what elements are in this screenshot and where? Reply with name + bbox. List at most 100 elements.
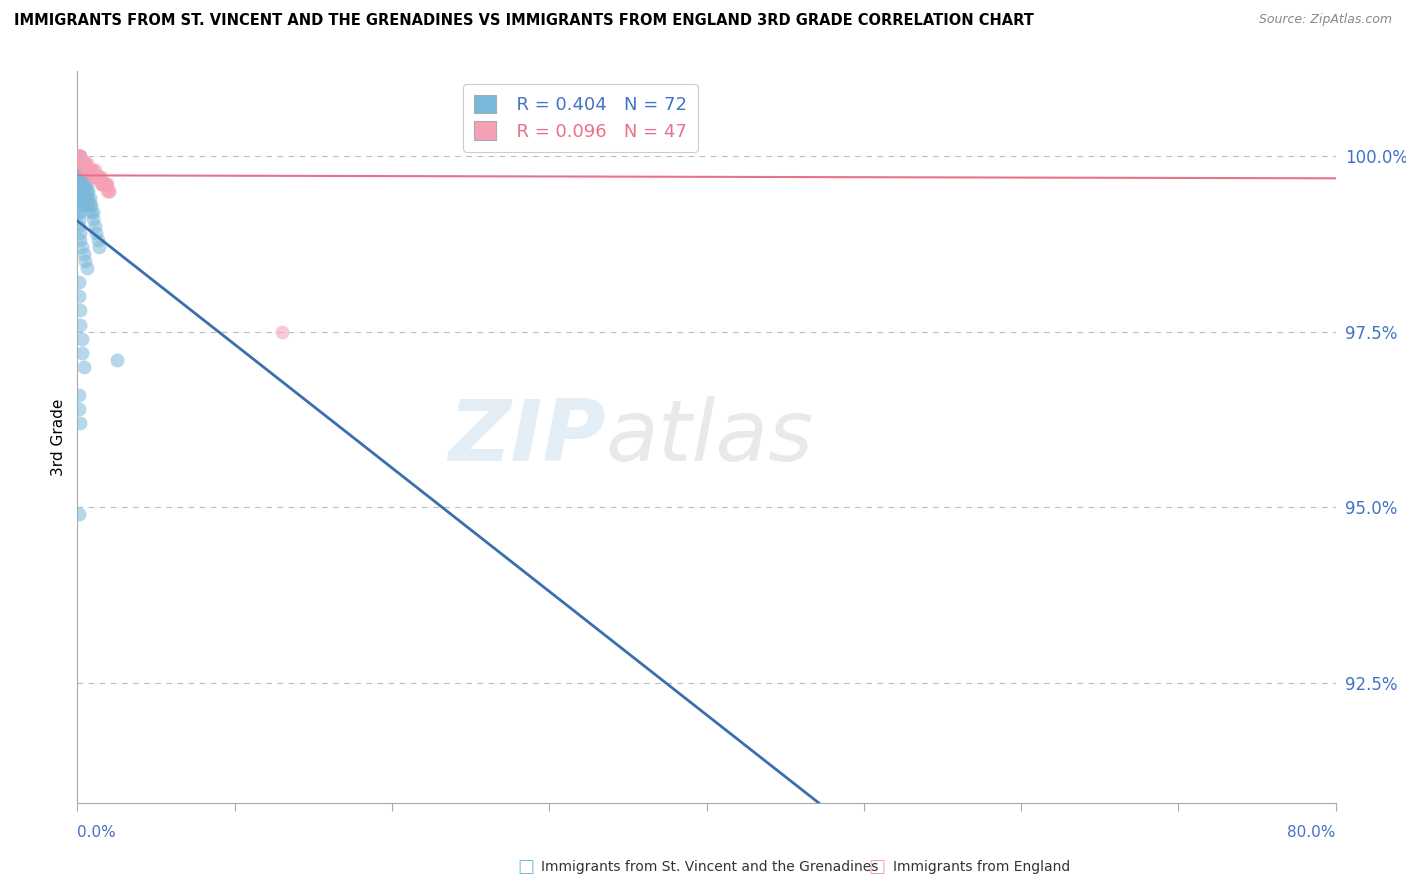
Point (84, 226, 107, 240)
Point (67, 205, 90, 219)
Point (94, 177, 117, 191)
Point (75, 191, 97, 205)
Point (91, 177, 114, 191)
Point (87, 169, 110, 184)
Point (83, 162, 105, 177)
Point (69, 155, 91, 169)
Point (70, 155, 93, 169)
Point (80, 162, 103, 177)
Point (69, 226, 91, 240)
Text: IMMIGRANTS FROM ST. VINCENT AND THE GRENADINES VS IMMIGRANTS FROM ENGLAND 3RD GR: IMMIGRANTS FROM ST. VINCENT AND THE GREN… (14, 13, 1033, 29)
Point (67, 212, 90, 227)
Point (70, 155, 93, 169)
Point (82, 162, 104, 177)
Point (82, 205, 104, 219)
Point (69, 184, 91, 198)
Text: Immigrants from St. Vincent and the Grenadines: Immigrants from St. Vincent and the Gren… (541, 860, 879, 874)
Point (70, 155, 93, 169)
Point (69, 162, 91, 177)
Point (87, 169, 110, 184)
Point (97, 184, 120, 198)
Point (67, 162, 90, 177)
Point (80, 198, 103, 212)
Point (93, 177, 115, 191)
Point (70, 198, 93, 212)
Point (67, 219, 90, 233)
Point (70, 240, 93, 254)
Point (94, 177, 117, 191)
Point (69, 233, 91, 247)
Point (83, 169, 105, 184)
Point (72, 155, 94, 169)
Point (76, 191, 98, 205)
Point (75, 155, 97, 169)
Point (89, 240, 111, 254)
Point (97, 184, 120, 198)
Point (75, 169, 97, 184)
Point (67, 276, 90, 290)
Point (69, 177, 91, 191)
Point (90, 169, 112, 184)
Point (70, 345, 93, 359)
Point (70, 191, 93, 205)
Point (72, 359, 94, 374)
Point (72, 184, 94, 198)
Point (89, 169, 111, 184)
Point (70, 155, 93, 169)
Point (67, 162, 90, 177)
Point (80, 205, 103, 219)
Point (69, 149, 91, 163)
Point (69, 149, 91, 163)
Point (72, 155, 94, 169)
Point (75, 162, 97, 177)
Point (70, 184, 93, 198)
Point (69, 416, 91, 430)
Point (75, 184, 97, 198)
Point (75, 177, 97, 191)
Point (69, 198, 91, 212)
Point (72, 247, 94, 261)
Point (67, 149, 90, 163)
Point (90, 177, 112, 191)
Point (79, 191, 101, 205)
Point (72, 155, 94, 169)
Point (70, 332, 93, 346)
Point (67, 177, 90, 191)
Text: Immigrants from England: Immigrants from England (893, 860, 1070, 874)
Point (70, 162, 93, 177)
Point (105, 352, 128, 367)
Point (67, 155, 90, 169)
Point (96, 177, 118, 191)
Point (93, 177, 115, 191)
Point (76, 162, 98, 177)
Point (69, 155, 91, 169)
Point (67, 149, 90, 163)
Point (82, 212, 104, 227)
Point (84, 169, 107, 184)
Point (69, 318, 91, 332)
Point (67, 508, 90, 522)
Point (72, 191, 94, 205)
Legend:   R = 0.404   N = 72,   R = 0.096   N = 47: R = 0.404 N = 72, R = 0.096 N = 47 (464, 84, 697, 152)
Point (70, 177, 93, 191)
Point (270, 325, 292, 339)
Point (76, 155, 98, 169)
Text: □: □ (869, 858, 886, 876)
Text: Source: ZipAtlas.com: Source: ZipAtlas.com (1258, 13, 1392, 27)
Text: □: □ (517, 858, 534, 876)
Point (91, 177, 114, 191)
Point (77, 191, 100, 205)
Point (87, 233, 110, 247)
Point (77, 184, 100, 198)
Point (77, 198, 100, 212)
Text: ZIP: ZIP (449, 395, 606, 479)
Point (96, 184, 118, 198)
Point (69, 169, 91, 184)
Text: 0.0%: 0.0% (77, 825, 117, 840)
Point (75, 254, 97, 268)
Point (67, 149, 90, 163)
Point (79, 162, 101, 177)
Point (76, 177, 98, 191)
Point (77, 162, 100, 177)
Text: atlas: atlas (606, 395, 814, 479)
